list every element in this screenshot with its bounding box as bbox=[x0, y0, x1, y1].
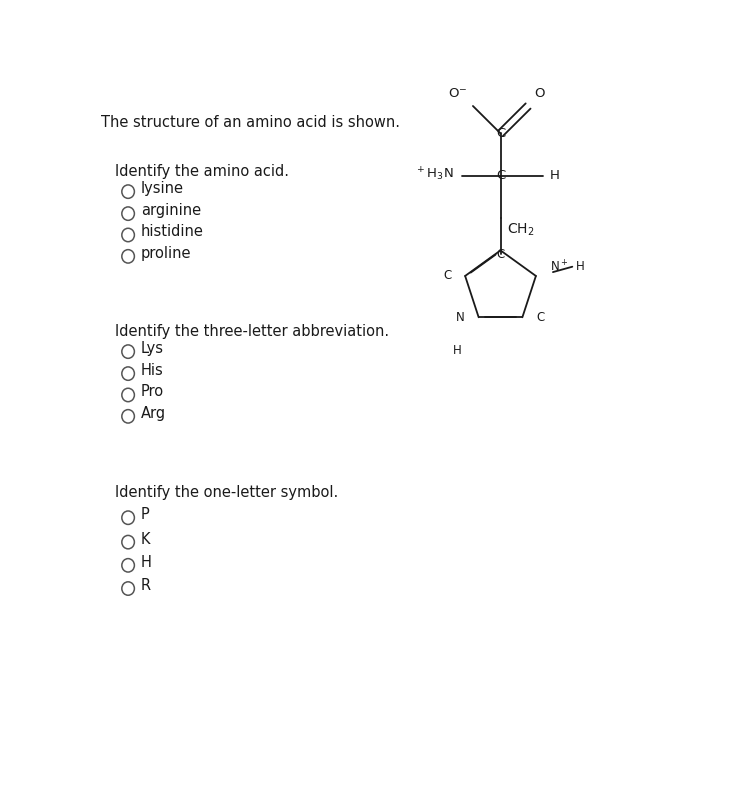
Text: O$^{-}$: O$^{-}$ bbox=[447, 87, 467, 100]
Text: N$^+$: N$^+$ bbox=[550, 259, 568, 274]
Text: His: His bbox=[141, 363, 164, 378]
Text: Identify the amino acid.: Identify the amino acid. bbox=[115, 163, 289, 178]
Text: C: C bbox=[497, 247, 505, 261]
Text: C: C bbox=[443, 270, 451, 282]
Text: H: H bbox=[576, 260, 585, 274]
Text: N: N bbox=[456, 311, 465, 324]
Text: proline: proline bbox=[141, 246, 191, 261]
Text: Identify the three-letter abbreviation.: Identify the three-letter abbreviation. bbox=[115, 324, 389, 339]
Text: H: H bbox=[453, 344, 461, 357]
Text: Lys: Lys bbox=[141, 341, 164, 356]
Text: Pro: Pro bbox=[141, 385, 164, 400]
Text: O: O bbox=[534, 87, 545, 100]
Text: C: C bbox=[537, 311, 545, 324]
Text: K: K bbox=[141, 531, 150, 546]
Text: The structure of an amino acid is shown.: The structure of an amino acid is shown. bbox=[101, 115, 399, 130]
Text: Arg: Arg bbox=[141, 406, 166, 421]
Text: R: R bbox=[141, 578, 151, 593]
Text: P: P bbox=[141, 508, 150, 522]
Text: C: C bbox=[496, 169, 505, 182]
Text: CH$_2$: CH$_2$ bbox=[507, 222, 534, 239]
Text: H: H bbox=[141, 555, 152, 570]
Text: H: H bbox=[550, 169, 559, 182]
Text: $^+$H$_3$N: $^+$H$_3$N bbox=[416, 166, 454, 183]
Text: lysine: lysine bbox=[141, 181, 184, 196]
Text: histidine: histidine bbox=[141, 224, 203, 239]
Text: Identify the one-letter symbol.: Identify the one-letter symbol. bbox=[115, 485, 338, 500]
Text: arginine: arginine bbox=[141, 203, 200, 218]
Text: C: C bbox=[496, 127, 505, 140]
